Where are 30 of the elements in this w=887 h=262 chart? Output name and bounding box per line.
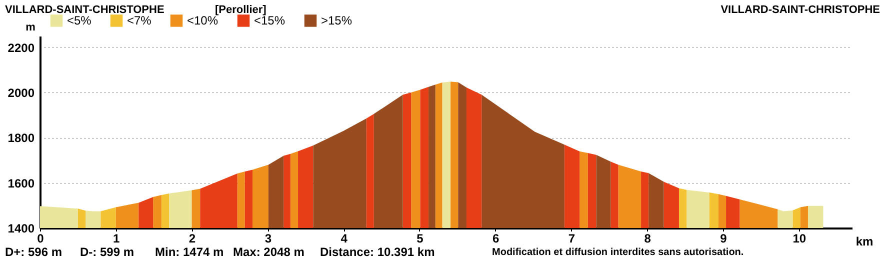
x-tick-label: 6	[492, 232, 500, 246]
x-tick-label: 1	[113, 232, 120, 246]
legend-label: <5%	[67, 14, 92, 28]
y-axis-title: m	[26, 22, 36, 34]
y-tick-label: 1800	[8, 131, 35, 146]
text: Min: 1474 m	[155, 245, 224, 259]
text: D-: 599 m	[80, 245, 134, 259]
x-tick-label: 4	[340, 232, 348, 246]
x-tick-label: 3	[264, 232, 272, 246]
x-tick-label: 7	[568, 232, 576, 246]
x-tick-label: 8	[644, 232, 652, 246]
text: Max: 2048 m	[233, 245, 304, 259]
text: VILLARD-SAINT-CHRISTOPHE	[720, 4, 880, 16]
y-tick-label: 1400	[8, 222, 35, 236]
x-tick-label: 10	[792, 232, 806, 246]
text: Modification et diffusion interdites sans autorisation.	[492, 247, 744, 258]
y-tick-label: 1600	[8, 176, 35, 190]
y-tick-label: 2200	[8, 40, 35, 55]
legend-label: <7%	[127, 14, 152, 28]
x-tick-label: 0	[37, 232, 44, 246]
text: [Perollier]	[215, 4, 267, 16]
x-tick-label: 5	[416, 232, 424, 246]
x-tick-label: 2	[188, 232, 196, 246]
chart-title: VILLARD-SAINT-CHRISTOPHE	[5, 4, 164, 16]
x-axis-title: km	[856, 234, 874, 248]
x-tick-label: 9	[720, 232, 728, 246]
text: D+: 596 m	[5, 245, 62, 259]
y-tick-label: 2000	[8, 86, 35, 100]
legend-label: >15%	[321, 14, 352, 28]
text: Distance: 10.391 km	[320, 245, 435, 259]
